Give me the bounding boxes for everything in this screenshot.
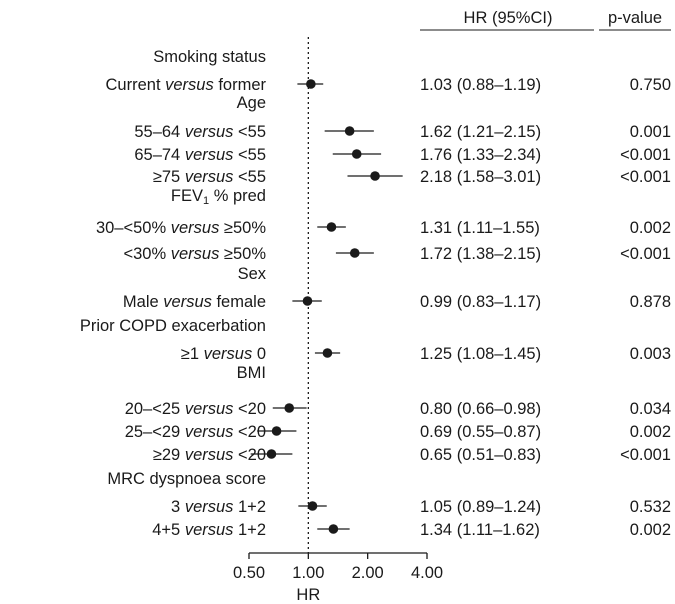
comparison-label: ≥75 versus <55 bbox=[153, 168, 266, 186]
hr-ci-value: 1.25 (1.08–1.45) bbox=[420, 345, 541, 363]
p-value: <0.001 bbox=[620, 146, 671, 164]
hr-point bbox=[307, 501, 318, 511]
hr-ci-value: 1.05 (0.89–1.24) bbox=[420, 498, 541, 516]
comparison-label: 4+5 versus 1+2 bbox=[152, 521, 266, 539]
comparison-label: 55–64 versus <55 bbox=[134, 123, 266, 141]
x-tick-label: 2.00 bbox=[352, 564, 384, 582]
hr-point bbox=[306, 79, 316, 89]
hr-ci-value: 1.03 (0.88–1.19) bbox=[420, 76, 541, 94]
x-tick-label: 4.00 bbox=[411, 564, 443, 582]
group-label: Smoking status bbox=[153, 48, 266, 66]
group-label: Sex bbox=[238, 265, 267, 283]
p-value: 0.001 bbox=[630, 123, 671, 141]
p-value: 0.034 bbox=[630, 400, 671, 418]
hr-point bbox=[266, 449, 277, 459]
x-axis: 0.50 1.00 2.00 4.00 HR bbox=[233, 552, 443, 604]
hr-point bbox=[328, 524, 339, 534]
p-value: <0.001 bbox=[620, 446, 671, 464]
hr-ci-value: 1.31 (1.11–1.55) bbox=[420, 219, 540, 237]
hr-ci-value: 1.34 (1.11–1.62) bbox=[420, 521, 540, 539]
hr-point bbox=[322, 348, 333, 358]
p-value: 0.878 bbox=[630, 293, 671, 311]
comparison-label: 65–74 versus <55 bbox=[134, 146, 266, 164]
x-axis-label: HR bbox=[296, 586, 320, 604]
comparison-label: 20–<25 versus <20 bbox=[125, 400, 266, 418]
hr-point bbox=[349, 248, 360, 258]
hr-point bbox=[351, 149, 362, 159]
comparison-label: Current versus former bbox=[106, 76, 267, 94]
group-label: Age bbox=[237, 94, 266, 112]
hr-point bbox=[326, 222, 337, 232]
p-value: 0.002 bbox=[630, 219, 671, 237]
group-label: FEV1 % pred bbox=[171, 187, 266, 207]
hr-point bbox=[344, 126, 355, 136]
p-value: 0.003 bbox=[630, 345, 671, 363]
hr-point bbox=[370, 171, 380, 181]
x-tick-label: 1.00 bbox=[292, 564, 324, 582]
p-value: 0.750 bbox=[630, 76, 671, 94]
column-header-hr: HR (95%CI) bbox=[464, 9, 553, 27]
hr-ci-value: 1.72 (1.38–2.15) bbox=[420, 245, 541, 263]
hr-ci-value: 2.18 (1.58–3.01) bbox=[420, 168, 541, 186]
hr-point bbox=[284, 403, 295, 413]
p-value: 0.002 bbox=[630, 521, 671, 539]
p-value: 0.532 bbox=[630, 498, 671, 516]
group-label: MRC dyspnoea score bbox=[107, 470, 266, 488]
hr-point bbox=[271, 426, 282, 436]
hr-ci-value: 0.69 (0.55–0.87) bbox=[420, 423, 541, 441]
p-value: <0.001 bbox=[620, 245, 671, 263]
comparison-label: ≥29 versus <20 bbox=[153, 446, 266, 464]
hr-point bbox=[302, 296, 313, 306]
hr-ci-value: 1.76 (1.33–2.34) bbox=[420, 146, 541, 164]
group-label: Prior COPD exacerbation bbox=[80, 317, 266, 335]
p-value: <0.001 bbox=[620, 168, 671, 186]
hr-ci-value: 0.80 (0.66–0.98) bbox=[420, 400, 541, 418]
comparison-label: 3 versus 1+2 bbox=[171, 498, 266, 516]
column-header-p: p-value bbox=[608, 9, 662, 27]
column-headers: HR (95%CI) p-value bbox=[420, 9, 671, 31]
comparison-label: 30–<50% versus ≥50% bbox=[96, 219, 266, 237]
forest-rows: Smoking status Current versus former 1.03 … bbox=[80, 37, 671, 553]
p-value: 0.002 bbox=[630, 423, 671, 441]
comparison-label: Male versus female bbox=[123, 293, 266, 311]
x-tick-label: 0.50 bbox=[233, 564, 265, 582]
hr-ci-value: 1.62 (1.21–2.15) bbox=[420, 123, 541, 141]
group-label: BMI bbox=[237, 364, 266, 382]
comparison-label: ≥1 versus 0 bbox=[181, 345, 266, 363]
comparison-label: <30% versus ≥50% bbox=[123, 245, 266, 263]
hr-ci-value: 0.99 (0.83–1.17) bbox=[420, 293, 541, 311]
comparison-label: 25–<29 versus <20 bbox=[125, 423, 266, 441]
hr-ci-value: 0.65 (0.51–0.83) bbox=[420, 446, 541, 464]
